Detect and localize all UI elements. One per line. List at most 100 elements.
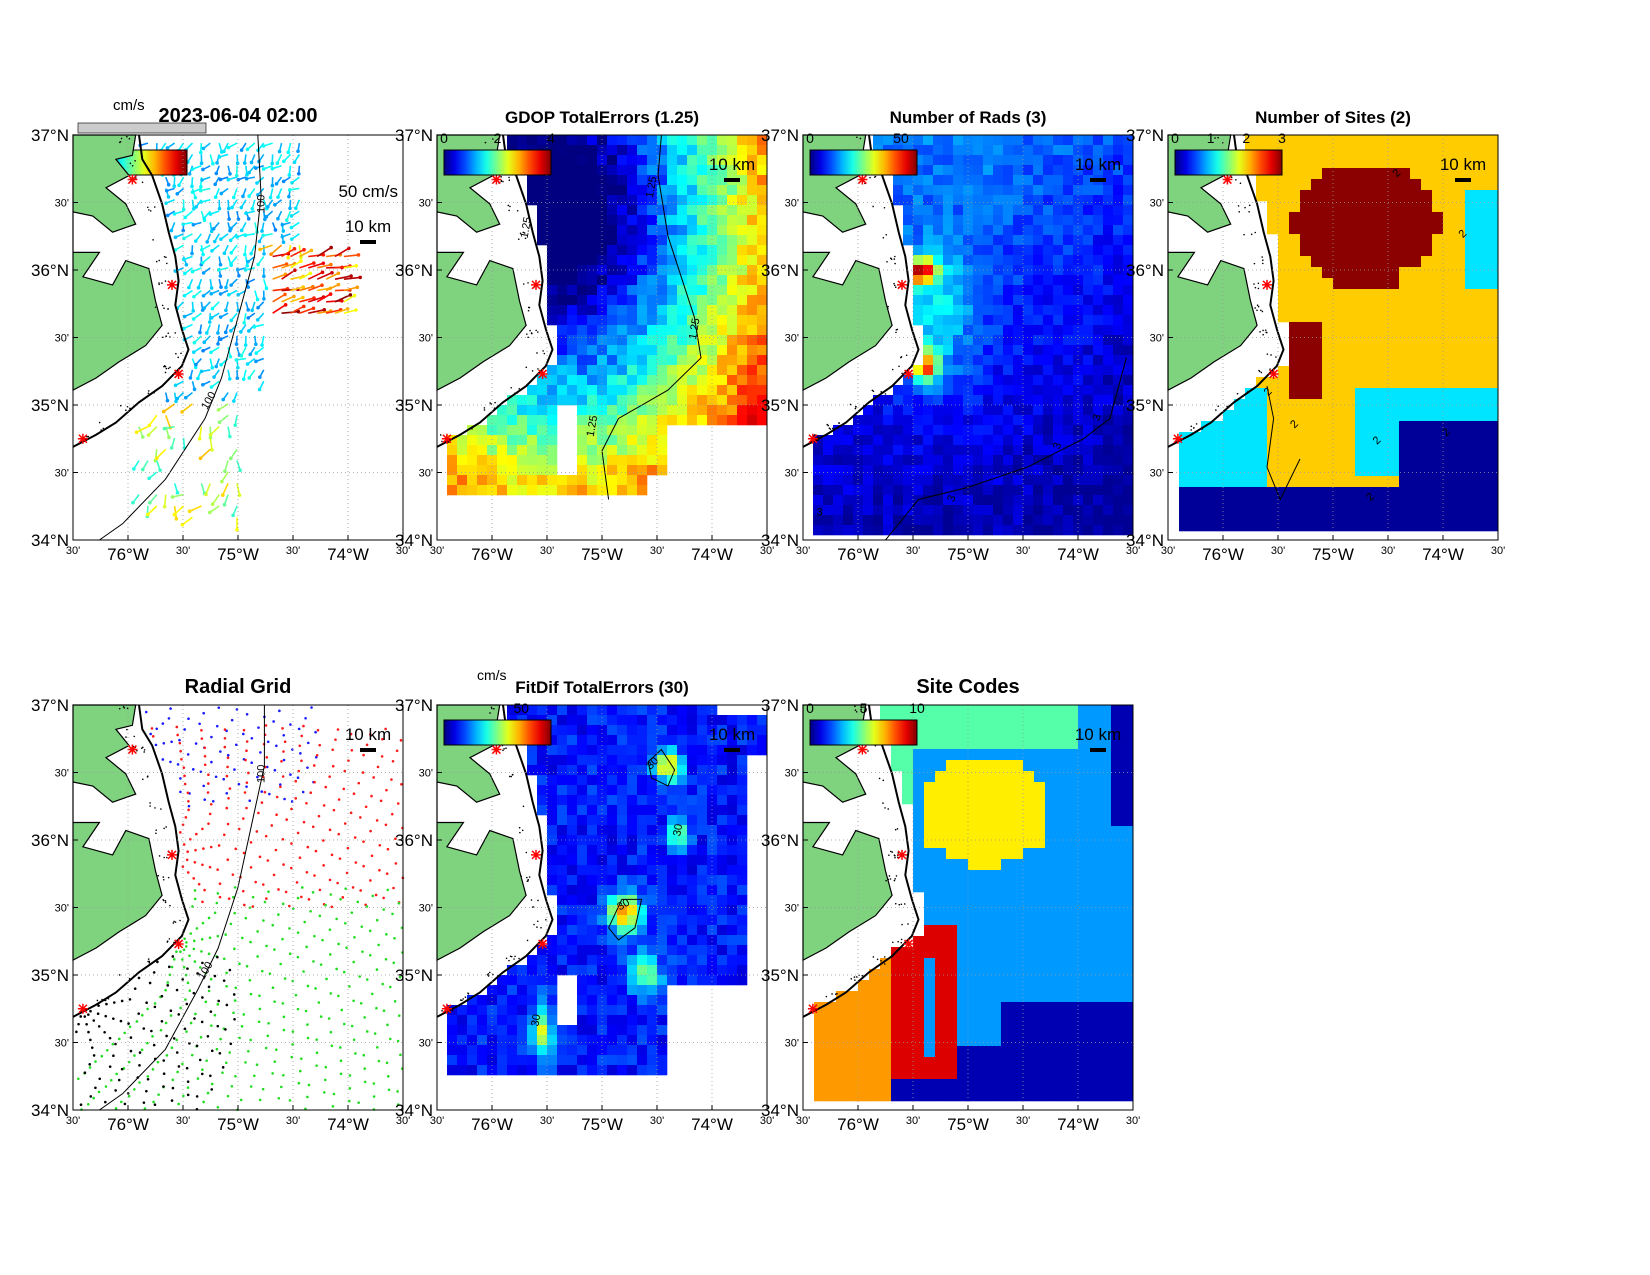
site-marker-1 bbox=[127, 174, 138, 185]
site-marker-2 bbox=[897, 849, 907, 860]
lon-tick-label: 30' bbox=[906, 545, 920, 557]
panel-title: Number of Sites (2) bbox=[1255, 108, 1411, 127]
contour-label: 30 bbox=[615, 897, 632, 914]
contour-label: 30 bbox=[529, 1013, 543, 1027]
site-marker-2 bbox=[1262, 279, 1272, 290]
scale-label: 10 km bbox=[1440, 155, 1486, 174]
contour-label: 1.25 bbox=[687, 317, 703, 340]
site-marker-1 bbox=[857, 174, 868, 185]
scale-label: 10 km bbox=[345, 217, 391, 236]
colorbar-tick: 0 bbox=[1171, 130, 1179, 146]
contour-line bbox=[99, 705, 265, 1111]
lat-tick-label: 30' bbox=[55, 198, 69, 210]
colorbar-tick: 50 bbox=[893, 130, 909, 146]
lat-tick-label: 34°N bbox=[761, 1101, 799, 1120]
site-marker-2 bbox=[897, 279, 907, 290]
lat-tick-label: 30' bbox=[419, 468, 433, 480]
lat-tick-label: 37°N bbox=[395, 126, 433, 145]
contour-label: 3 bbox=[1090, 413, 1103, 423]
panel-title: GDOP TotalErrors (1.25) bbox=[505, 108, 699, 127]
panel-title: Number of Rads (3) bbox=[890, 108, 1047, 127]
site-marker-4 bbox=[807, 433, 818, 444]
lon-tick-label: 30' bbox=[176, 1115, 190, 1127]
distance-scale: 10 km bbox=[345, 725, 391, 752]
lat-tick-label: 30' bbox=[419, 1038, 433, 1050]
contour-line bbox=[1266, 386, 1301, 501]
lon-tick-label: 30' bbox=[650, 1115, 664, 1127]
site-marker-1 bbox=[491, 174, 502, 185]
coastline bbox=[1167, 134, 1285, 448]
lon-tick-label: 30' bbox=[1126, 1115, 1140, 1127]
lat-tick-label: 36°N bbox=[761, 261, 799, 280]
lat-tick-label: 30' bbox=[785, 903, 799, 915]
lon-tick-label: 75°W bbox=[947, 1115, 989, 1134]
contour-line bbox=[885, 357, 1127, 541]
lon-tick-label: 74°W bbox=[1422, 545, 1464, 564]
site-marker-3 bbox=[173, 938, 184, 949]
lon-tick-label: 30' bbox=[396, 545, 410, 557]
colorbar: 0 50 bbox=[806, 130, 918, 176]
lat-tick-label: 34°N bbox=[1126, 531, 1164, 550]
lat-tick-label: 37°N bbox=[395, 696, 433, 715]
lon-tick-label: 76°W bbox=[471, 1115, 513, 1134]
lat-tick-label: 30' bbox=[55, 468, 69, 480]
lat-tick-label: 37°N bbox=[761, 696, 799, 715]
lon-tick-label: 76°W bbox=[107, 545, 149, 564]
lon-tick-label: 30' bbox=[796, 545, 810, 557]
site-count-field bbox=[1179, 135, 1499, 532]
lat-tick-label: 30' bbox=[1150, 198, 1164, 210]
lat-tick-label: 35°N bbox=[31, 396, 69, 415]
lon-tick-label: 30' bbox=[540, 1115, 554, 1127]
lon-tick-label: 74°W bbox=[327, 1115, 369, 1134]
lat-tick-label: 34°N bbox=[761, 531, 799, 550]
lon-tick-label: 75°W bbox=[217, 545, 259, 564]
lat-tick-label: 36°N bbox=[31, 831, 69, 850]
lat-tick-label: 30' bbox=[419, 198, 433, 210]
colorbar-tick: 10 bbox=[909, 700, 925, 716]
lat-tick-label: 30' bbox=[55, 768, 69, 780]
lat-tick-label: 30' bbox=[785, 333, 799, 345]
lat-tick-label: 37°N bbox=[1126, 126, 1164, 145]
lon-tick-label: 74°W bbox=[1057, 545, 1099, 564]
site-marker-4 bbox=[441, 1003, 452, 1014]
lat-tick-label: 36°N bbox=[761, 831, 799, 850]
colorbar-tick: 2 bbox=[494, 130, 502, 146]
lat-tick-label: 34°N bbox=[31, 531, 69, 550]
current-vectors bbox=[131, 142, 362, 532]
lon-tick-label: 30' bbox=[1491, 545, 1505, 557]
lat-tick-label: 30' bbox=[785, 768, 799, 780]
lon-tick-label: 74°W bbox=[691, 1115, 733, 1134]
lon-tick-label: 30' bbox=[430, 1115, 444, 1127]
colorbar-tick: 0 bbox=[806, 700, 814, 716]
site-marker-1 bbox=[127, 744, 138, 755]
site-marker-4 bbox=[807, 1003, 818, 1014]
scale-label: 10 km bbox=[1075, 725, 1121, 744]
lon-tick-label: 75°W bbox=[217, 1115, 259, 1134]
site-marker-1 bbox=[1222, 174, 1233, 185]
contour-label: 30 bbox=[671, 823, 685, 837]
coastline bbox=[802, 704, 920, 1018]
contour-label: 3 bbox=[1051, 441, 1064, 451]
colorbar-tick: 0 bbox=[440, 130, 448, 146]
gdop-field bbox=[447, 135, 768, 496]
coastline bbox=[436, 704, 554, 1018]
site-marker-3 bbox=[903, 938, 914, 949]
site-marker-2 bbox=[167, 849, 177, 860]
lat-tick-label: 35°N bbox=[395, 966, 433, 985]
site-marker-4 bbox=[77, 1003, 88, 1014]
contour-label: 1.25 bbox=[644, 176, 660, 199]
lat-tick-label: 35°N bbox=[761, 396, 799, 415]
site-marker-4 bbox=[441, 433, 452, 444]
coastline bbox=[72, 134, 190, 448]
coastline bbox=[436, 134, 554, 448]
coastline bbox=[72, 704, 190, 1018]
colorbar-unit: cm/s bbox=[113, 97, 145, 114]
lon-tick-label: 30' bbox=[796, 1115, 810, 1127]
lon-tick-label: 30' bbox=[650, 545, 664, 557]
site-marker-2 bbox=[167, 279, 177, 290]
colorbar-tick: 50 bbox=[514, 700, 530, 716]
site-marker-4 bbox=[1172, 433, 1183, 444]
site-marker-1 bbox=[857, 744, 868, 755]
colorbar: 0 1 2 3 bbox=[1171, 130, 1286, 176]
